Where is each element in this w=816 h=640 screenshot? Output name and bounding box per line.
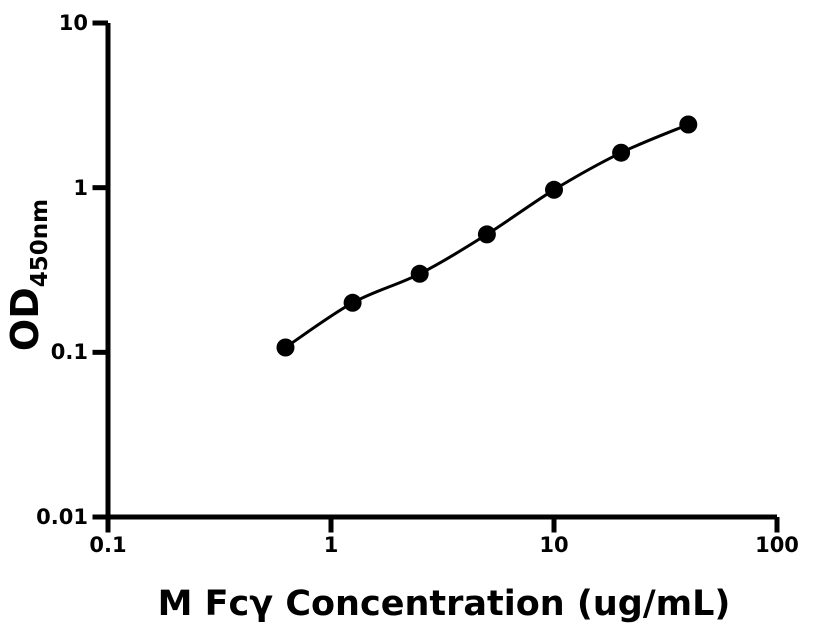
data-point xyxy=(343,293,362,312)
data-point xyxy=(477,225,496,244)
y-tick-label: 0.01 xyxy=(36,505,88,529)
y-axis-title-subscript: 450nm xyxy=(26,198,53,288)
x-tick-label: 10 xyxy=(539,533,569,557)
data-point xyxy=(545,180,563,199)
data-point xyxy=(276,338,295,357)
y-tick-label: 10 xyxy=(58,11,88,35)
x-tick-label: 0.1 xyxy=(89,533,127,557)
x-tick-label: 100 xyxy=(755,533,799,557)
x-axis-title: M Fcγ Concentration (ug/mL) xyxy=(157,584,731,624)
data-point xyxy=(410,264,429,283)
y-tick-label: 1 xyxy=(73,175,88,200)
y-axis-title-main: OD xyxy=(3,287,48,352)
data-point xyxy=(679,115,698,134)
y-axis-title: OD450nm xyxy=(3,198,53,352)
y-tick-label: 0.1 xyxy=(50,340,88,365)
axis-spines xyxy=(105,23,777,520)
data-point xyxy=(612,143,631,162)
x-tick-label: 1 xyxy=(323,533,339,557)
